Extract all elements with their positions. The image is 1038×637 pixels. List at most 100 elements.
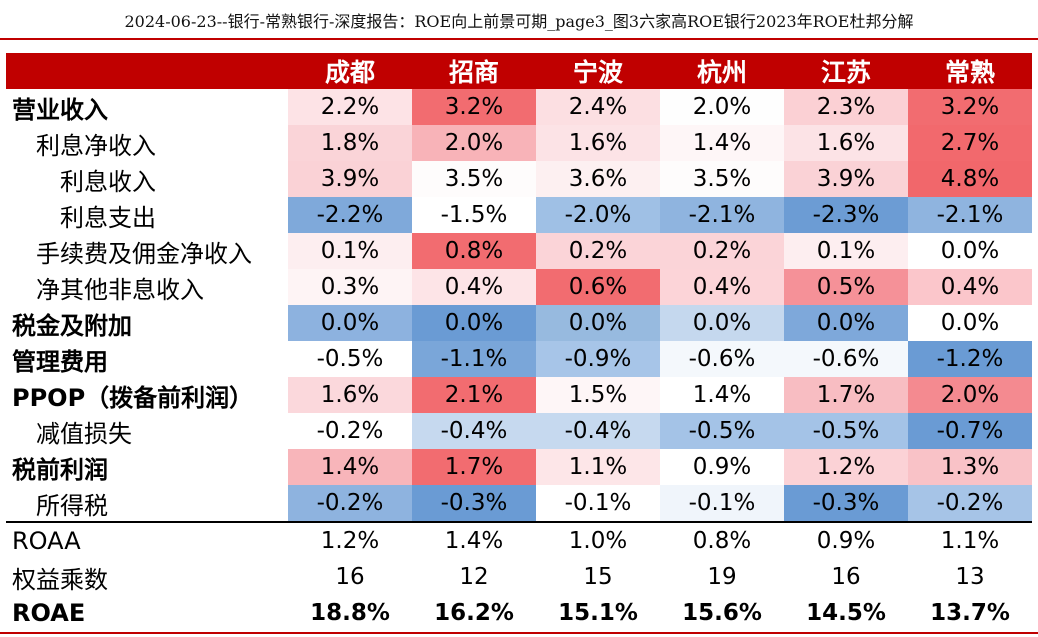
table-row: PPOP（拨备前利润） 1.6% 2.1% 1.5% 1.4% 1.7% 2.0% <box>6 377 1032 413</box>
column-header: 杭州 <box>696 58 747 87</box>
heat-cell: 0.4% <box>412 269 536 305</box>
heat-cell: 2.2% <box>288 89 412 125</box>
heat-cell: -2.2% <box>288 197 412 233</box>
summary-cell: 16.2% <box>434 600 514 626</box>
summary-cell: 18.8% <box>310 600 390 626</box>
summary-cell: 0.9% <box>784 521 908 559</box>
heat-cell: 0.1% <box>288 233 412 269</box>
heat-cell: 0.2% <box>660 233 784 269</box>
heat-cell: 0.0% <box>288 305 412 341</box>
summary-cell: 16 <box>335 564 365 590</box>
heat-cell: 1.7% <box>784 377 908 413</box>
summary-cell: 1.2% <box>288 521 412 559</box>
heat-cell: -0.4% <box>412 413 536 449</box>
heat-cell: 3.2% <box>908 89 1032 125</box>
table-row: 手续费及佣金净收入 0.1% 0.8% 0.2% 0.2% 0.1% 0.0% <box>6 233 1032 269</box>
heat-cell: -0.4% <box>536 413 660 449</box>
row-label: 手续费及佣金净收入 <box>36 239 252 268</box>
heat-cell: -0.2% <box>908 485 1032 522</box>
document-title: 2024-06-23--银行-常熟银行-深度报告：ROE向上前景可期_page3… <box>124 12 914 31</box>
heat-cell: -2.3% <box>784 197 908 233</box>
summary-cell: 12 <box>459 564 489 590</box>
heat-cell: 0.9% <box>660 449 784 485</box>
heat-cell: -1.5% <box>412 197 536 233</box>
table-row: 利息收入 3.9% 3.5% 3.6% 3.5% 3.9% 4.8% <box>6 161 1032 197</box>
row-label: 净其他非息收入 <box>36 275 204 304</box>
header-row: 成都 招商 宁波 杭州 江苏 常熟 <box>6 53 1032 89</box>
table-body: 营业收入 2.2% 3.2% 2.4% 2.0% 2.3% 3.2% 利息净收入 1.8% 2.0… <box>6 89 1032 631</box>
bottom-divider <box>0 632 1038 634</box>
heat-cell: 1.4% <box>660 125 784 161</box>
table-row: 利息支出 -2.2% -1.5% -2.0% -2.1% -2.3% -2.1% <box>6 197 1032 233</box>
summary-cell: 0.8% <box>660 521 784 559</box>
heat-cell: 2.0% <box>412 125 536 161</box>
summary-row: 权益乘数 16 12 15 19 16 13 <box>6 559 1032 595</box>
heat-cell: 1.1% <box>536 449 660 485</box>
heat-cell: 0.8% <box>412 233 536 269</box>
row-label: 权益乘数 <box>12 565 108 594</box>
table-row: 净其他非息收入 0.3% 0.4% 0.6% 0.4% 0.5% 0.4% <box>6 269 1032 305</box>
table-row: 管理费用 -0.5% -1.1% -0.9% -0.6% -0.6% -1.2% <box>6 341 1032 377</box>
summary-cell: 1.0% <box>536 521 660 559</box>
heat-cell: 4.8% <box>908 161 1032 197</box>
heat-cell: 2.0% <box>908 377 1032 413</box>
row-label: 利息净收入 <box>36 131 156 160</box>
heat-cell: -2.1% <box>908 197 1032 233</box>
summary-cell: 15.6% <box>682 600 762 626</box>
summary-cell: 13 <box>955 564 985 590</box>
column-header: 宁波 <box>572 58 623 87</box>
column-header: 江苏 <box>820 58 871 87</box>
heat-cell: -0.6% <box>660 341 784 377</box>
table-row: 所得税 -0.2% -0.3% -0.1% -0.1% -0.3% -0.2% <box>6 485 1032 522</box>
summary-cell: 1.4% <box>412 521 536 559</box>
heat-cell: 0.0% <box>412 305 536 341</box>
heat-cell: 2.0% <box>660 89 784 125</box>
heat-cell: 3.9% <box>288 161 412 197</box>
heat-cell: 1.4% <box>660 377 784 413</box>
heat-cell: -0.5% <box>288 341 412 377</box>
heat-cell: -0.1% <box>660 485 784 522</box>
heat-cell: 0.5% <box>784 269 908 305</box>
summary-cell: 14.5% <box>806 600 886 626</box>
heat-cell: -0.3% <box>784 485 908 522</box>
heat-cell: 0.0% <box>784 305 908 341</box>
heat-cell: 0.4% <box>660 269 784 305</box>
heat-cell: -0.9% <box>536 341 660 377</box>
heat-cell: 1.6% <box>784 125 908 161</box>
heat-cell: -0.3% <box>412 485 536 522</box>
heat-cell: 1.3% <box>908 449 1032 485</box>
heat-cell: -0.2% <box>288 485 412 522</box>
column-header: 招商 <box>448 58 499 87</box>
heat-cell: 1.2% <box>784 449 908 485</box>
summary-cell: 15.1% <box>558 600 638 626</box>
heat-cell: 1.5% <box>536 377 660 413</box>
row-label: 管理费用 <box>12 347 108 376</box>
header-corner <box>6 53 288 89</box>
heat-cell: 1.7% <box>412 449 536 485</box>
heat-cell: -0.1% <box>536 485 660 522</box>
heat-cell: 2.3% <box>784 89 908 125</box>
heat-cell: -1.2% <box>908 341 1032 377</box>
heat-cell: 1.6% <box>288 377 412 413</box>
heat-cell: 1.4% <box>288 449 412 485</box>
heat-cell: -0.5% <box>784 413 908 449</box>
summary-cell: 16 <box>831 564 861 590</box>
heat-cell: -2.1% <box>660 197 784 233</box>
summary-row: ROAA 1.2% 1.4% 1.0% 0.8% 0.9% 1.1% <box>6 521 1032 559</box>
heat-cell: 0.2% <box>536 233 660 269</box>
heat-cell: -0.6% <box>784 341 908 377</box>
table-row: 税前利润 1.4% 1.7% 1.1% 0.9% 1.2% 1.3% <box>6 449 1032 485</box>
row-label: 减值损失 <box>36 419 132 448</box>
heat-cell: 0.6% <box>536 269 660 305</box>
row-label: 利息收入 <box>60 167 156 196</box>
heat-cell: 0.0% <box>660 305 784 341</box>
summary-cell: 1.1% <box>908 521 1032 559</box>
table-row: 利息净收入 1.8% 2.0% 1.6% 1.4% 1.6% 2.7% <box>6 125 1032 161</box>
heat-cell: 2.4% <box>536 89 660 125</box>
heat-cell: 3.6% <box>536 161 660 197</box>
top-divider <box>0 38 1038 40</box>
row-label: 税金及附加 <box>12 311 132 340</box>
heat-cell: 0.0% <box>536 305 660 341</box>
heat-cell: 3.2% <box>412 89 536 125</box>
heat-cell: 0.4% <box>908 269 1032 305</box>
